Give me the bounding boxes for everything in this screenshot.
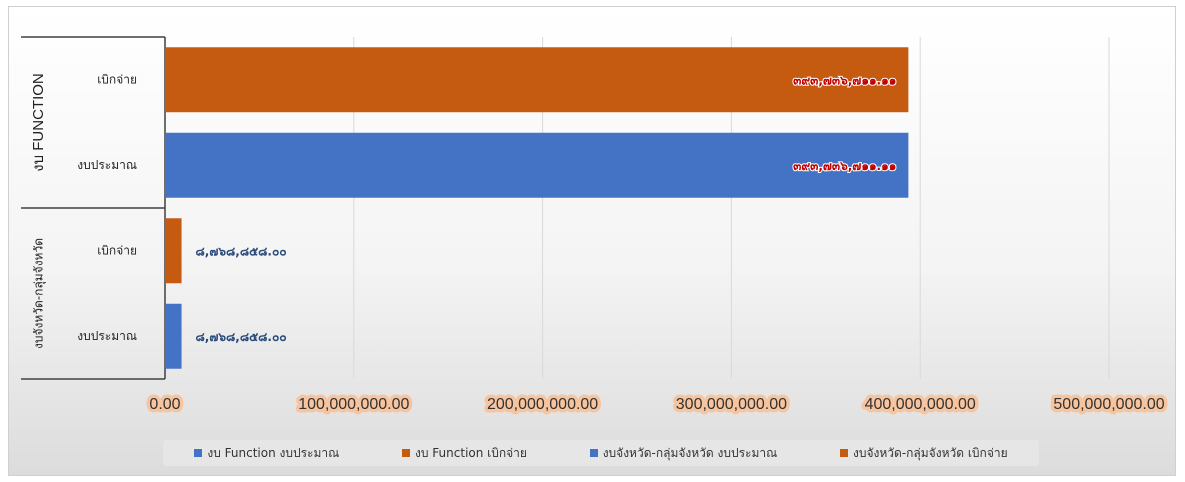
bar (165, 47, 909, 113)
x-tick-label: 400,000,000.00 (865, 396, 976, 413)
x-tick-label: 300,000,000.00 (676, 396, 787, 413)
category-label: งบประมาณ (77, 329, 137, 343)
legend-swatch (840, 449, 849, 457)
legend-label: งบ Function งบประมาณ (207, 445, 340, 460)
legend-label: งบ Function เบิกจ่าย (415, 445, 527, 460)
legend-swatch (402, 449, 411, 457)
data-label: ๘,๗๖๘,๘๕๘.๐๐ (196, 244, 287, 258)
x-tick-label: 100,000,000.00 (298, 396, 409, 413)
chart-legend: งบ Function งบประมาณ งบ Function เบิกจ่า… (163, 440, 1039, 466)
legend-item: งบจังหวัด-กลุ่มจังหวัด เบิกจ่าย (840, 444, 1008, 463)
data-label: ๘,๗๖๘,๘๕๘.๐๐ (196, 330, 287, 344)
legend-label: งบจังหวัด-กลุ่มจังหวัด เบิกจ่าย (853, 445, 1008, 460)
legend-item: งบ Function งบประมาณ (194, 444, 339, 463)
bar-chart: งบ FUNCTION งบจังหวัด-กลุ่มจังหวัด เบิกจ่า… (21, 36, 1168, 417)
legend-swatch (194, 449, 203, 457)
group-label: งบจังหวัด-กลุ่มจังหวัด (32, 238, 47, 349)
category-label: เบิกจ่าย (97, 72, 137, 86)
category-label: เบิกจ่าย (97, 243, 137, 257)
x-tick-label: 500,000,000.00 (1053, 396, 1164, 413)
bar (165, 132, 909, 198)
bar (165, 303, 182, 369)
legend-label: งบจังหวัด-กลุ่มจังหวัด งบประมาณ (602, 445, 778, 460)
data-label: ๓๙๓,๗๓๖,๗๑๑.๑๑ (793, 73, 896, 87)
legend-item: งบ Function เบิกจ่าย (402, 444, 527, 463)
data-label: ๓๙๓,๗๓๖,๗๑๑.๑๑ (793, 159, 896, 173)
chart-frame: งบ FUNCTION งบจังหวัด-กลุ่มจังหวัด เบิกจ่า… (8, 6, 1176, 476)
category-label: งบประมาณ (77, 158, 137, 172)
bar (165, 218, 182, 284)
legend-item: งบจังหวัด-กลุ่มจังหวัด งบประมาณ (589, 444, 778, 463)
x-tick-label: 200,000,000.00 (487, 396, 598, 413)
legend-swatch (589, 449, 598, 457)
x-tick-label: 0.00 (149, 396, 180, 413)
group-label: งบ FUNCTION (30, 73, 47, 172)
